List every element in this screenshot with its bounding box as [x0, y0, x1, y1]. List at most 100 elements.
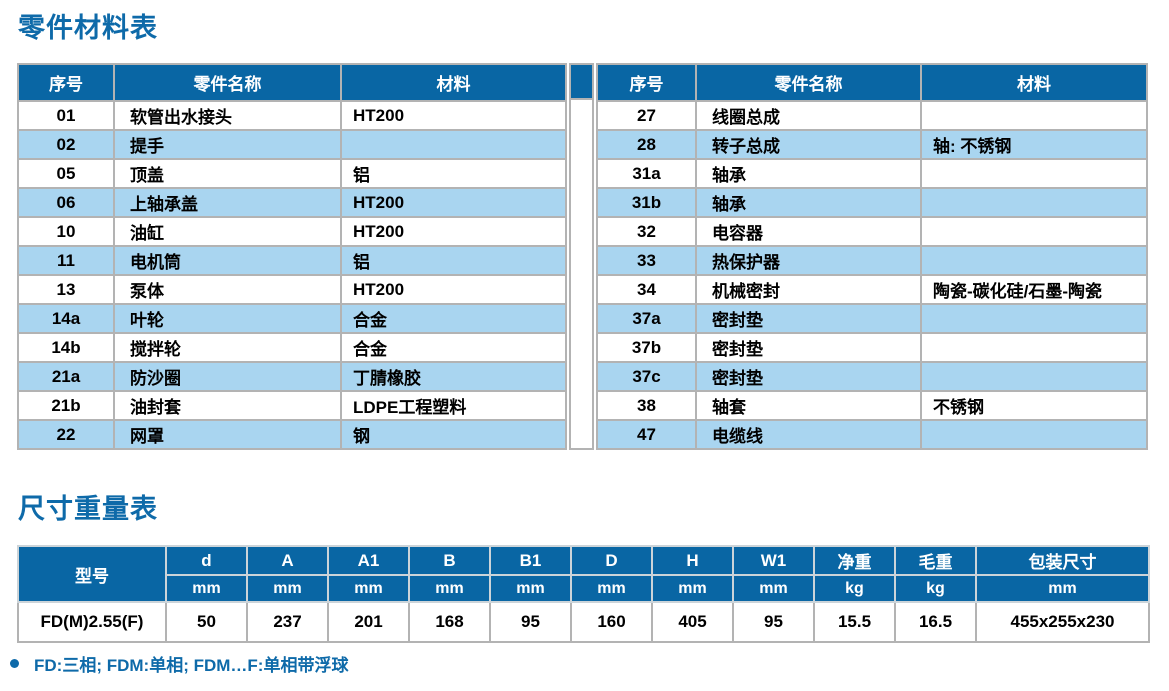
model-value: FD(M)2.55(F) — [17, 601, 167, 643]
parts-table-row: 37a 密封垫 — [596, 303, 1148, 334]
dimension-value-h: 405 — [651, 601, 734, 643]
part-name: 机械密封 — [695, 274, 922, 305]
part-name: 电缆线 — [695, 419, 922, 450]
dimension-column-label: D — [570, 545, 653, 576]
part-name: 轴套 — [695, 390, 922, 421]
part-name: 搅拌轮 — [113, 332, 342, 363]
parts-table-row: 13 泵体 HT200 — [17, 274, 567, 305]
parts-table-row: 22 网罩 钢 — [17, 419, 567, 450]
part-name: 密封垫 — [695, 361, 922, 392]
dimension-value-b1: 95 — [489, 601, 572, 643]
part-material: 合金 — [340, 332, 567, 363]
part-number: 14b — [17, 332, 115, 363]
part-number: 13 — [17, 274, 115, 305]
parts-table-row: 31a 轴承 — [596, 158, 1148, 189]
part-number: 31a — [596, 158, 697, 189]
part-number: 33 — [596, 245, 697, 276]
parts-table-right: 序号 零件名称 材料 27 线圈总成 28 转子总成 轴: 不锈钢 31a 轴承… — [596, 63, 1148, 450]
parts-table-row: 06 上轴承盖 HT200 — [17, 187, 567, 218]
part-name: 提手 — [113, 129, 342, 160]
dimensions-header-label-row: 型号 d A A1 B B1 D H W1 净重 毛重 包装尺寸 — [17, 545, 1150, 603]
table-gap-strip-inner — [569, 63, 594, 450]
parts-table-row: 37c 密封垫 — [596, 361, 1148, 392]
parts-table-row: 14a 叶轮 合金 — [17, 303, 567, 334]
model-column-header: 型号 — [17, 545, 167, 603]
part-name: 叶轮 — [113, 303, 342, 334]
part-material — [920, 303, 1148, 334]
dimension-column-label: B1 — [489, 545, 572, 576]
part-material: HT200 — [340, 216, 567, 247]
part-number: 01 — [17, 100, 115, 131]
dimension-value-d: 50 — [165, 601, 248, 643]
part-material — [920, 245, 1148, 276]
part-name: 油缸 — [113, 216, 342, 247]
dimension-column-label: B — [408, 545, 491, 576]
part-number: 34 — [596, 274, 697, 305]
parts-table-left: 序号 零件名称 材料 01 软管出水接头 HT200 02 提手 05 顶盖 铝… — [17, 63, 567, 450]
dimension-column-unit: mm — [408, 574, 491, 603]
part-name: 线圈总成 — [695, 100, 922, 131]
parts-table-row: 14b 搅拌轮 合金 — [17, 332, 567, 363]
package-size-value: 455x255x230 — [975, 601, 1150, 643]
gross-weight-value: 16.5 — [894, 601, 977, 643]
part-material: 丁腈橡胶 — [340, 361, 567, 392]
dimension-value-dd: 160 — [570, 601, 653, 643]
parts-table-row: 33 热保护器 — [596, 245, 1148, 276]
part-name: 油封套 — [113, 390, 342, 421]
parts-table-row: 21b 油封套 LDPE工程塑料 — [17, 390, 567, 421]
part-number: 10 — [17, 216, 115, 247]
part-material — [920, 187, 1148, 218]
part-material — [920, 100, 1148, 131]
part-material — [920, 361, 1148, 392]
column-header-name: 零件名称 — [695, 63, 922, 102]
part-material — [920, 158, 1148, 189]
part-number: 22 — [17, 419, 115, 450]
part-material — [920, 216, 1148, 247]
part-number: 21b — [17, 390, 115, 421]
column-header-no: 序号 — [17, 63, 115, 102]
table-gap-strip-header — [571, 65, 592, 100]
dimension-column-label: W1 — [732, 545, 815, 576]
part-number: 38 — [596, 390, 697, 421]
dimension-column-label: 包装尺寸 — [975, 545, 1150, 576]
column-header-material: 材料 — [920, 63, 1148, 102]
part-name: 上轴承盖 — [113, 187, 342, 218]
part-material: LDPE工程塑料 — [340, 390, 567, 421]
part-number: 37b — [596, 332, 697, 363]
parts-table-row: 47 电缆线 — [596, 419, 1148, 450]
part-name: 密封垫 — [695, 303, 922, 334]
part-material: 轴: 不锈钢 — [920, 129, 1148, 160]
part-material — [920, 332, 1148, 363]
part-material: 陶瓷-碳化硅/石墨-陶瓷 — [920, 274, 1148, 305]
part-material: 合金 — [340, 303, 567, 334]
parts-table-row: 02 提手 — [17, 129, 567, 160]
dimension-column-label: A — [246, 545, 329, 576]
part-name: 软管出水接头 — [113, 100, 342, 131]
parts-table-row: 32 电容器 — [596, 216, 1148, 247]
parts-table-row: 11 电机筒 铝 — [17, 245, 567, 276]
parts-table-row: 27 线圈总成 — [596, 100, 1148, 131]
dimension-column-label: H — [651, 545, 734, 576]
part-material — [340, 129, 567, 160]
dimension-value-w1: 95 — [732, 601, 815, 643]
parts-table-row: 01 软管出水接头 HT200 — [17, 100, 567, 131]
footnote-text: FD:三相; FDM:单相; FDM…F:单相带浮球 — [34, 656, 349, 675]
parts-table-right-header-row: 序号 零件名称 材料 — [596, 63, 1148, 102]
dimension-value-a: 237 — [246, 601, 329, 643]
part-number: 27 — [596, 100, 697, 131]
parts-table-right-body: 27 线圈总成 28 转子总成 轴: 不锈钢 31a 轴承 31b 轴承 32 … — [596, 100, 1148, 450]
dimension-column-unit: mm — [732, 574, 815, 603]
part-name: 泵体 — [113, 274, 342, 305]
part-material: 铝 — [340, 245, 567, 276]
dimension-column-unit: mm — [489, 574, 572, 603]
parts-table-row: 34 机械密封 陶瓷-碳化硅/石墨-陶瓷 — [596, 274, 1148, 305]
part-name: 电机筒 — [113, 245, 342, 276]
parts-table-row: 38 轴套 不锈钢 — [596, 390, 1148, 421]
dimensions-table-title: 尺寸重量表 — [18, 494, 158, 524]
part-number: 31b — [596, 187, 697, 218]
part-number: 21a — [17, 361, 115, 392]
parts-table-title: 零件材料表 — [18, 13, 158, 43]
column-header-name: 零件名称 — [113, 63, 342, 102]
parts-table-row: 05 顶盖 铝 — [17, 158, 567, 189]
